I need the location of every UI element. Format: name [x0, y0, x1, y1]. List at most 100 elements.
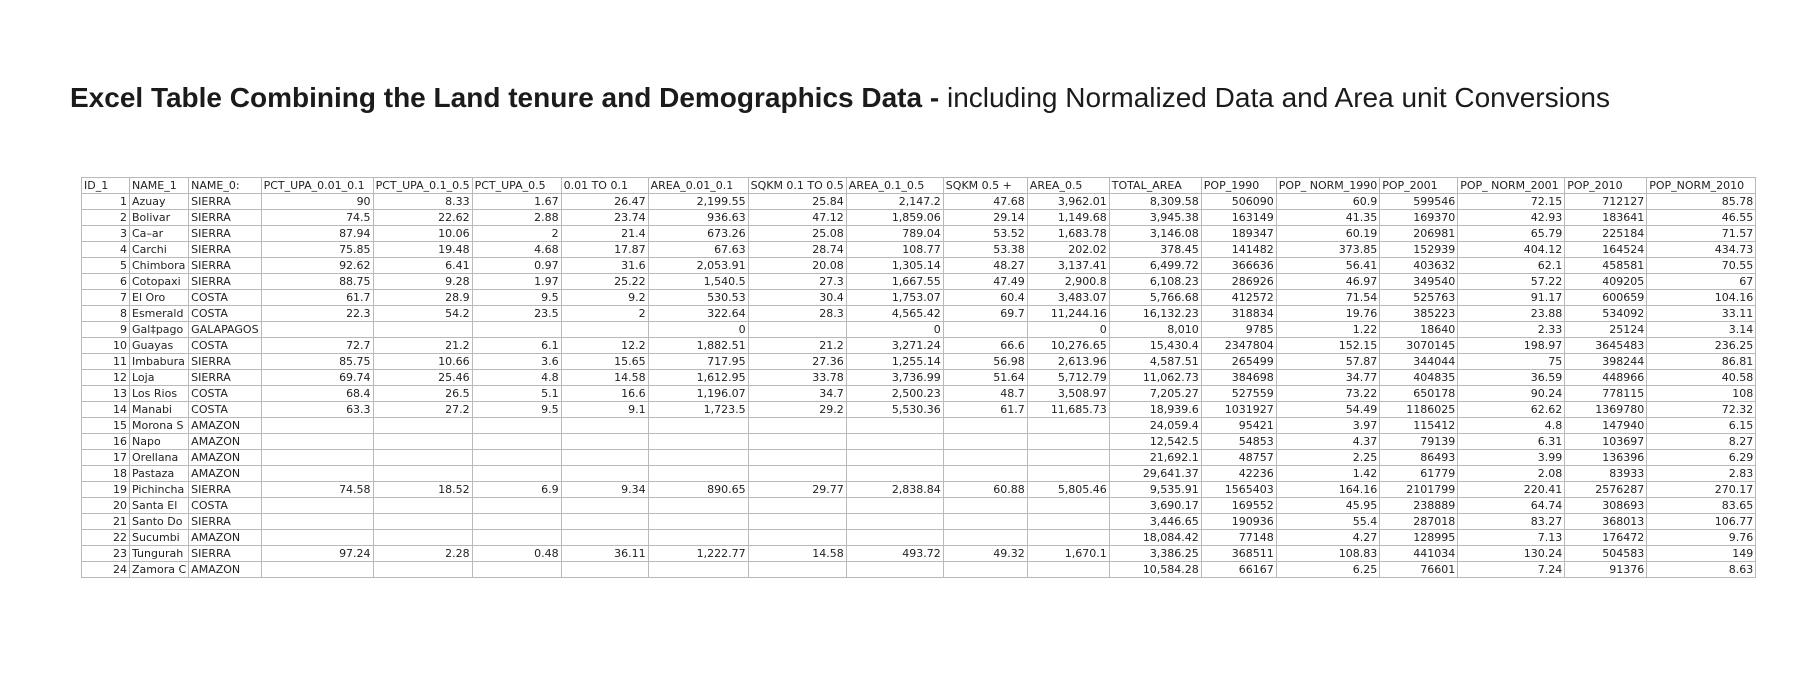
table-cell: [747, 417, 847, 434]
table-row: 22 Sucumbi AMAZON 18,084.42 77148 4.27 128995 7…: [81, 529, 1757, 546]
table-cell: 493.72: [845, 545, 944, 562]
table-cell: 16.6: [560, 385, 649, 402]
table-cell: 18,939.6: [1108, 401, 1202, 418]
table-cell: Azuay: [128, 193, 190, 210]
table-cell: 890.65: [647, 481, 749, 498]
table-cell: 87.94: [260, 225, 374, 242]
table-cell: 51.64: [942, 369, 1028, 386]
table-cell: [372, 513, 473, 530]
table-cell: 265499: [1200, 353, 1277, 370]
table-cell: 1,196.07: [647, 385, 749, 402]
table-cell: 3,508.97: [1026, 385, 1110, 402]
table-cell: 412572: [1200, 289, 1277, 306]
table-cell: [942, 321, 1028, 338]
table-cell: Gal‡pago: [128, 321, 190, 338]
table-cell: 5.1: [471, 385, 562, 402]
table-cell: 1,612.95: [647, 369, 749, 386]
table-cell: 14.58: [747, 545, 847, 562]
table-cell: 63.3: [260, 401, 374, 418]
table-cell: 2,613.96: [1026, 353, 1110, 370]
table-cell: 26.5: [372, 385, 473, 402]
table-cell: 189347: [1200, 225, 1277, 242]
table-cell: 673.26: [647, 225, 749, 242]
table-cell: SIERRA: [188, 257, 262, 274]
table-cell: 3,962.01: [1026, 193, 1110, 210]
table-cell: COSTA: [188, 497, 262, 514]
table-cell: [845, 561, 944, 578]
table-cell: 2,838.84: [845, 481, 944, 498]
table-cell: Zamora C: [128, 561, 190, 578]
table-cell: 6,108.23: [1108, 273, 1202, 290]
table-cell: 30.4: [747, 289, 847, 306]
table-cell: [845, 465, 944, 482]
table-cell: 4: [81, 241, 130, 258]
table-cell: 225184: [1564, 225, 1648, 242]
table-cell: SIERRA: [188, 545, 262, 562]
table-cell: 66167: [1200, 561, 1277, 578]
table-cell: 75.85: [260, 241, 374, 258]
table-row: 1 Azuay SIERRA 90 8.33 1.67 26.47 2,199.55 25.84…: [81, 193, 1757, 210]
table-cell: 11,244.16: [1026, 305, 1110, 322]
table-row: 13 Los Rios COSTA 68.4 26.5 5.1 16.6 1,196.07 34…: [81, 385, 1757, 402]
table-cell: 403632: [1379, 257, 1459, 274]
table-cell: [560, 433, 649, 450]
table-cell: 9.5: [471, 289, 562, 306]
table-cell: [471, 513, 562, 530]
table-cell: 33.78: [747, 369, 847, 386]
table-cell: 8.27: [1646, 433, 1757, 450]
table-cell: 152.15: [1275, 337, 1381, 354]
table-cell: 34.77: [1275, 369, 1381, 386]
table-cell: [747, 449, 847, 466]
table-cell: 9: [81, 321, 130, 338]
table-cell: 42236: [1200, 465, 1277, 482]
table-cell: SIERRA: [188, 513, 262, 530]
table-cell: 5,712.79: [1026, 369, 1110, 386]
page-title: Excel Table Combining the Land tenure an…: [70, 82, 1610, 114]
table-cell: 29.14: [942, 209, 1028, 226]
table-cell: 88.75: [260, 273, 374, 290]
table-cell: [560, 513, 649, 530]
table-cell: 404835: [1379, 369, 1459, 386]
header-row: ID_1 NAME_1 NAME_0: PCT_UPA_0.01_0.1 PCT_UPA…: [81, 177, 1757, 194]
table-cell: [845, 449, 944, 466]
column-header: ID_1: [81, 177, 130, 194]
table-cell: 47.49: [942, 273, 1028, 290]
table-cell: 60.4: [942, 289, 1028, 306]
table-cell: 49.32: [942, 545, 1028, 562]
table-cell: 72.15: [1457, 193, 1566, 210]
table-cell: 141482: [1200, 241, 1277, 258]
table-row: 12 Loja SIERRA 69.74 25.46 4.8 14.58 1,612.95 33…: [81, 369, 1757, 386]
table-cell: 1031927: [1200, 401, 1277, 418]
table-cell: 152939: [1379, 241, 1459, 258]
table-cell: [845, 497, 944, 514]
table-cell: 27.2: [372, 401, 473, 418]
table-cell: 15,430.4: [1108, 337, 1202, 354]
title-rest: including Normalized Data and Area unit …: [946, 82, 1610, 113]
table-cell: 33.11: [1646, 305, 1757, 322]
table-cell: 19.48: [372, 241, 473, 258]
table-cell: 86.81: [1646, 353, 1757, 370]
column-header: POP_ NORM_2001: [1457, 177, 1566, 194]
table-cell: 7,205.27: [1108, 385, 1202, 402]
table-cell: 4.37: [1275, 433, 1381, 450]
table-cell: 368013: [1564, 513, 1648, 530]
table-cell: 15: [81, 417, 130, 434]
table-cell: 183641: [1564, 209, 1648, 226]
table-cell: COSTA: [188, 401, 262, 418]
table-cell: 3.97: [1275, 417, 1381, 434]
table-cell: 534092: [1564, 305, 1648, 322]
table-cell: 70.55: [1646, 257, 1757, 274]
table-cell: SIERRA: [188, 241, 262, 258]
table-cell: 458581: [1564, 257, 1648, 274]
table-cell: 26.47: [560, 193, 649, 210]
table-cell: 2347804: [1200, 337, 1277, 354]
table-cell: 778115: [1564, 385, 1648, 402]
table-cell: 1.97: [471, 273, 562, 290]
table-cell: 6.9: [471, 481, 562, 498]
table-row: 5 Chimbora SIERRA 92.62 6.41 0.97 31.6 2,053.91…: [81, 257, 1757, 274]
table-cell: 1,667.55: [845, 273, 944, 290]
table-cell: [560, 561, 649, 578]
table-row: 7 El Oro COSTA 61.7 28.9 9.5 9.2 530.53 30.4 1,75…: [81, 289, 1757, 306]
table-cell: 108.77: [845, 241, 944, 258]
table-cell: 2.33: [1457, 321, 1566, 338]
